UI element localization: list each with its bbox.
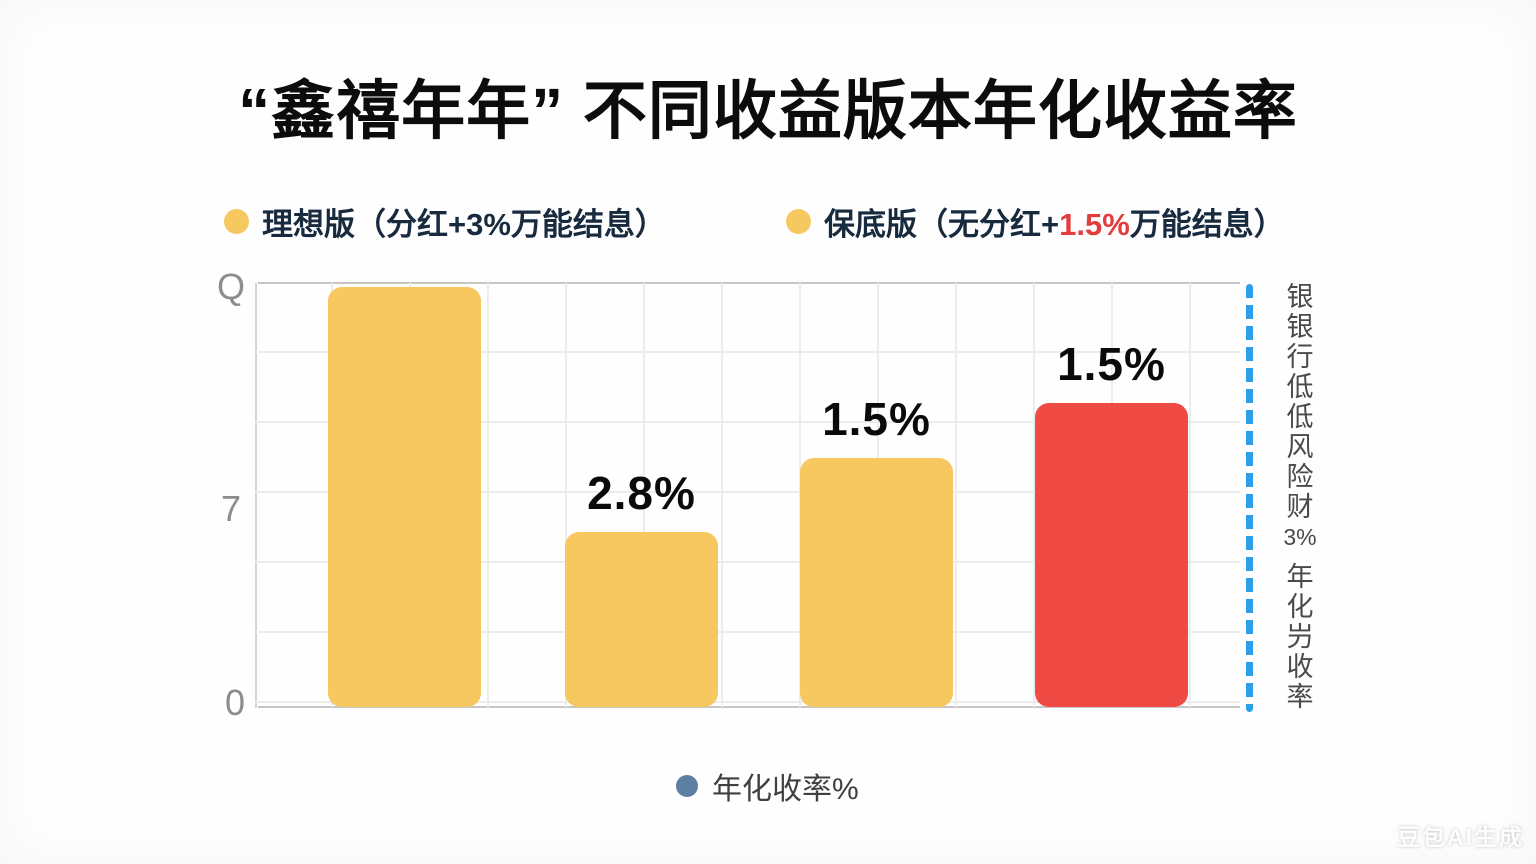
annotation-char: 低 [1286, 402, 1314, 432]
bar-value-label: 2.8% [587, 467, 696, 519]
legend-label-guaranteed: 保底版（无分红+1.5%万能结息） [824, 199, 1285, 244]
y-tick-label: 0 [224, 682, 246, 723]
legend-dot-icon [786, 209, 811, 234]
legend-dot-icon [676, 775, 698, 797]
legend-label-highlight: 1.5% [1059, 207, 1130, 242]
legend-label-suffix: 万能结息） [1129, 207, 1285, 242]
annotation-char: 年 [1286, 562, 1314, 592]
annotation-char: 银 [1286, 312, 1314, 342]
right-annotation-text: 银银行低低风险财 3% 年化屶收率 [1274, 282, 1326, 712]
bar-value-label: 1.5% [1057, 338, 1166, 390]
bottom-legend-label: 年化收率% [712, 773, 859, 806]
annotation-char: 屶 [1286, 622, 1314, 652]
page-title: “鑫禧年年” 不同收益版本年化收益率 [238, 75, 1298, 147]
watermark: 豆包AI生成 [1397, 824, 1524, 850]
annotation-char: 银 [1286, 282, 1314, 312]
legend-label-prefix: 保底版（无分红+ [824, 207, 1060, 242]
bottom-legend: 年化收率% [676, 764, 859, 808]
annotation-char: 化 [1286, 592, 1314, 622]
bar-ideal-universal [565, 532, 718, 707]
axis-bottom-line [258, 706, 1240, 708]
reference-dashed-line [1246, 284, 1253, 712]
annotation-char: 险 [1286, 462, 1314, 492]
legend-label-ideal: 理想版（分红+3%万能结息） [262, 207, 666, 242]
plot-area: 2.8% 1.5% 1.5% [255, 283, 1240, 707]
y-tick-label: Q [216, 266, 245, 307]
annotation-char: 低 [1286, 372, 1314, 402]
annotation-char: 行 [1286, 342, 1314, 372]
legend-item-guaranteed: 保底版（无分红+1.5%万能结息） [786, 199, 1285, 244]
annotation-char: 率 [1286, 682, 1314, 712]
legend-dot-icon [224, 209, 249, 234]
bar-guaranteed-universal [800, 458, 953, 707]
annotation-char: 财 [1286, 492, 1314, 522]
y-tick-label: 7 [220, 488, 242, 529]
legend-item-ideal: 理想版（分红+3%万能结息） [224, 199, 666, 244]
annotation-char: 3% [1283, 524, 1317, 550]
annotation-char: 风 [1286, 432, 1314, 462]
bar-value-label: 1.5% [822, 393, 931, 445]
bar-ideal-dividend [328, 287, 481, 707]
bar-guaranteed-red [1035, 403, 1188, 707]
annotation-char: 收 [1286, 652, 1314, 682]
